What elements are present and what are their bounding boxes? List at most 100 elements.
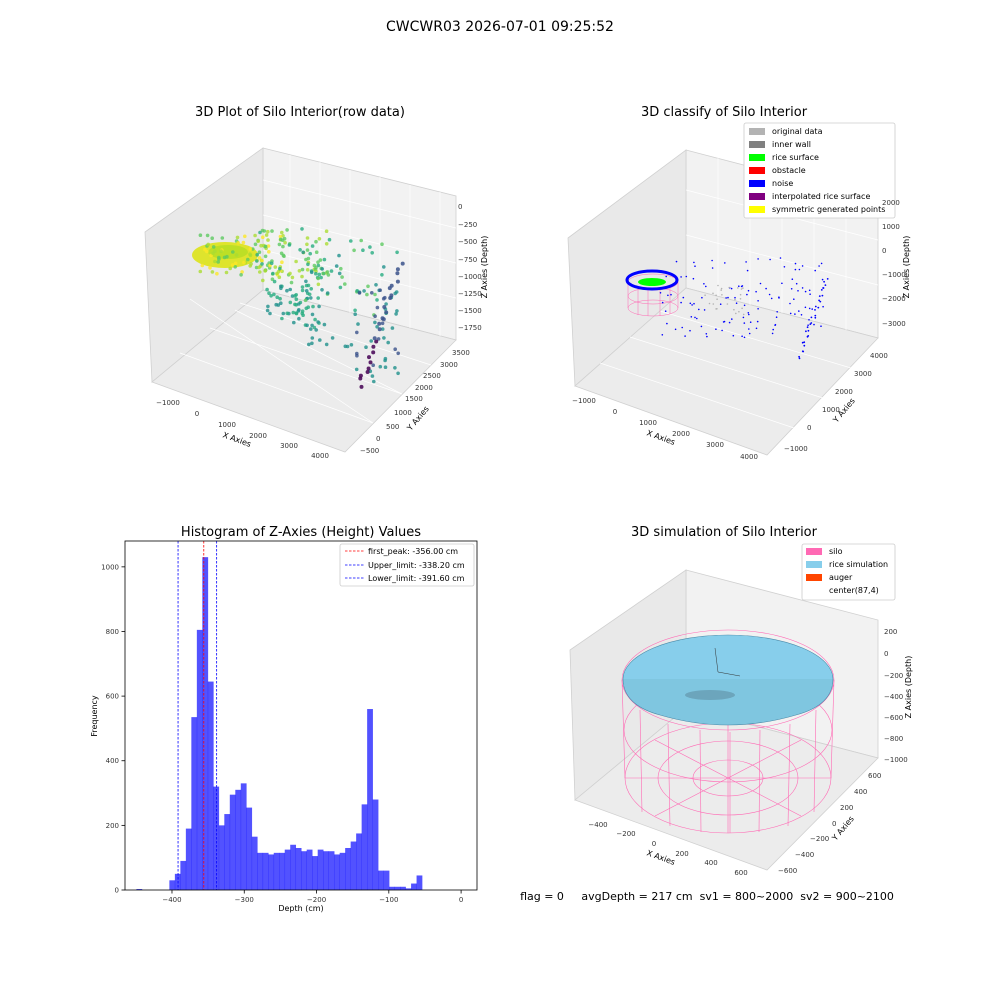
histogram-xtick-label: 0 xyxy=(459,896,463,904)
histogram-bar xyxy=(389,886,395,890)
classify-noise-point xyxy=(791,278,794,281)
raw-point xyxy=(272,279,277,284)
raw-point xyxy=(373,320,377,325)
raw-point xyxy=(277,275,282,280)
classify-noise-point xyxy=(690,316,693,318)
raw-point xyxy=(368,245,372,249)
raw-ytick: 3000 xyxy=(440,361,458,369)
raw-point xyxy=(306,262,310,267)
raw-point xyxy=(265,287,269,292)
histogram-bar xyxy=(323,851,329,890)
raw-point xyxy=(366,284,370,289)
raw-ztick: −750 xyxy=(458,256,477,264)
raw-point xyxy=(266,304,270,309)
raw-point xyxy=(316,282,321,287)
raw-point xyxy=(384,310,389,315)
classify-legend-frame xyxy=(743,122,896,219)
classify-noise-point xyxy=(826,278,829,280)
histogram-bar xyxy=(367,709,373,890)
classify-noise-point xyxy=(807,335,810,337)
histogram-bar xyxy=(339,852,346,890)
classify-noise-point xyxy=(724,262,726,264)
raw-point xyxy=(353,312,358,317)
raw-point xyxy=(308,251,313,256)
raw-point xyxy=(257,256,262,260)
raw-point xyxy=(211,245,216,249)
classify-original-point xyxy=(737,287,739,289)
classify-noise-point xyxy=(818,299,820,302)
sim-xtick: 200 xyxy=(675,850,688,858)
raw-point xyxy=(288,271,292,276)
raw-point xyxy=(254,259,259,263)
histogram-bar xyxy=(251,836,258,890)
classify-noise-point xyxy=(805,330,807,333)
classify-noise-point xyxy=(742,316,745,319)
raw-point xyxy=(248,252,252,256)
raw-point xyxy=(371,350,376,355)
raw-ytick: 1500 xyxy=(405,395,423,403)
raw-point xyxy=(304,279,308,284)
raw-point xyxy=(278,266,282,271)
raw-point xyxy=(305,236,310,240)
classify-noise-point xyxy=(819,300,822,303)
raw-point xyxy=(309,287,314,291)
sim-ztick: −800 xyxy=(884,735,903,743)
classify-legend-label: noise xyxy=(772,179,793,188)
raw-point xyxy=(246,257,250,262)
raw-point xyxy=(249,262,253,266)
classify-original-point xyxy=(741,307,743,310)
sim-auger-lines xyxy=(714,647,741,677)
classify-noise-point xyxy=(801,341,804,344)
raw-point xyxy=(389,293,394,298)
raw-point xyxy=(263,269,268,273)
histogram-bar xyxy=(268,854,275,890)
raw-ztick: −1000 xyxy=(458,273,482,281)
classify-original-point xyxy=(721,294,723,296)
classify-legend-label: symmetric generated points xyxy=(772,205,885,214)
classify-original-point xyxy=(728,286,730,289)
classify-noise-point xyxy=(670,293,672,296)
raw-point xyxy=(288,287,293,292)
classify-noise-point xyxy=(689,329,691,332)
raw-x-ticks: −1000 0 1000 2000 3000 4000 xyxy=(156,399,329,460)
raw-point xyxy=(349,343,354,347)
raw-ztick: −500 xyxy=(458,238,477,246)
classify-noise-point xyxy=(743,322,746,324)
classify-noise-point xyxy=(808,289,811,292)
simulation-title: 3D simulation of Silo Interior xyxy=(631,525,818,540)
classify-noise-point xyxy=(698,308,700,311)
raw-point xyxy=(205,249,209,254)
sim-ytick: 600 xyxy=(868,772,881,780)
histogram-bar xyxy=(273,852,280,890)
raw-point xyxy=(338,285,343,290)
raw-point xyxy=(372,379,376,384)
histogram-legend-label: first_peak: -356.00 cm xyxy=(368,547,458,556)
sim-xlabel: X Axies xyxy=(645,848,676,867)
raw-point xyxy=(236,241,240,245)
raw-point xyxy=(374,339,379,344)
panel-simulation-3d: 3D simulation of Silo Interior xyxy=(569,525,913,877)
raw-point xyxy=(396,371,400,376)
simulation-legend-swatch xyxy=(806,574,822,581)
raw-point xyxy=(380,316,385,321)
raw-ztick: 0 xyxy=(458,203,462,211)
raw-point xyxy=(269,261,274,266)
raw-point xyxy=(217,257,221,261)
classify-ztick: −3000 xyxy=(882,320,906,328)
raw-point xyxy=(271,271,275,276)
histogram-bar xyxy=(229,794,236,890)
classify-noise-point xyxy=(682,296,685,299)
raw-point xyxy=(374,283,378,287)
classify-noise-point xyxy=(781,282,783,285)
histogram-bar xyxy=(257,852,264,890)
raw-point xyxy=(269,294,273,298)
raw-point xyxy=(353,308,357,313)
panel-histogram: Histogram of Z-Axies (Height) Values −40… xyxy=(90,525,478,913)
classify-x-ticks: −1000 0 1000 2000 3000 4000 xyxy=(572,397,758,461)
classify-noise-point xyxy=(680,276,682,278)
raw-point xyxy=(368,360,373,365)
raw-point xyxy=(282,236,287,241)
histogram-bar xyxy=(180,860,187,890)
histogram-bar xyxy=(394,886,401,890)
histogram-legend-item: first_peak: -356.00 cm xyxy=(345,547,458,556)
